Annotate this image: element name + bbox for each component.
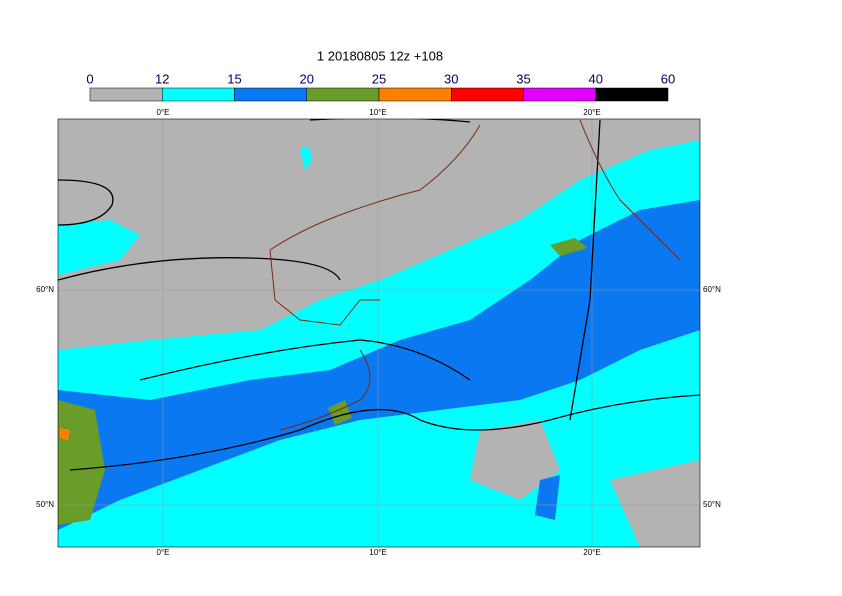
colorbar-segment: [234, 87, 307, 102]
colorbar-label: 12: [155, 71, 169, 86]
colorbar-label: 15: [227, 71, 241, 86]
lon-label: 20°E: [583, 108, 600, 117]
lat-label: 60°N: [36, 285, 54, 294]
colorbar-segment: [306, 87, 380, 102]
colorbar-segment: [378, 87, 452, 102]
orange-region: [60, 428, 70, 440]
blue-region: [535, 475, 560, 520]
lon-label: 20°E: [583, 548, 600, 557]
cyan-region: [58, 220, 140, 275]
colorbar: 0 12 15 20 25 30 35 40 60: [86, 71, 675, 102]
lat-label: 60°N: [703, 285, 721, 294]
gray-region: [470, 420, 560, 500]
coastline: [269, 119, 681, 431]
colorbar-label: 40: [589, 71, 603, 86]
colorbar-segment: [451, 87, 524, 102]
lon-label: 0°E: [157, 548, 170, 557]
title: 1 20180805 12z +108: [317, 48, 443, 63]
colorbar-label: 35: [516, 71, 530, 86]
gray-region: [610, 460, 700, 547]
lon-label: 10°E: [369, 548, 386, 557]
lon-label: 10°E: [369, 108, 386, 117]
green-region: [550, 238, 588, 256]
colorbar-segment: [523, 87, 596, 102]
lat-label: 50°N: [36, 500, 54, 509]
map-frame: [57, 118, 701, 548]
colorbar-label: 20: [300, 71, 314, 86]
colorbar-label: 60: [661, 71, 675, 86]
lon-label: 0°E: [157, 108, 170, 117]
colorbar-segment: [595, 87, 669, 102]
cyan-region: [300, 146, 312, 170]
colorbar-segment: [162, 87, 235, 102]
graticule: [58, 119, 700, 547]
colorbar-segment: [89, 87, 163, 102]
lat-label: 50°N: [703, 500, 721, 509]
colorbar-label: 30: [444, 71, 458, 86]
map-area: [58, 119, 700, 547]
blue-region: [58, 200, 700, 530]
colorbar-label: 25: [372, 71, 386, 86]
colorbar-label: 0: [86, 71, 93, 86]
